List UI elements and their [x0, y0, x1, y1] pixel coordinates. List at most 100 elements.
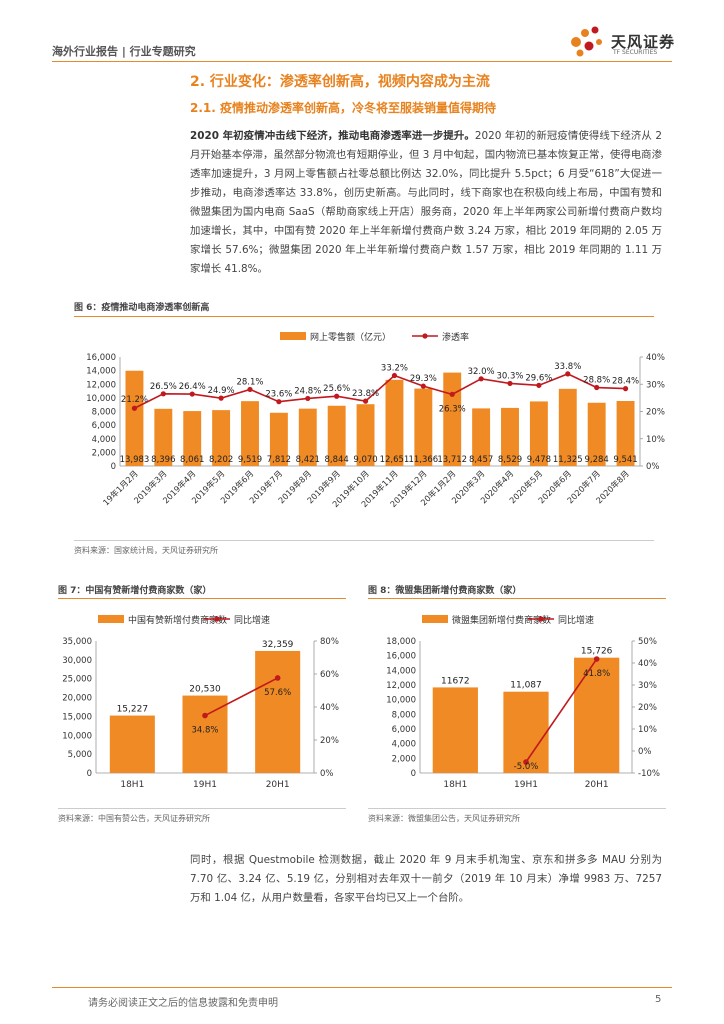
bar-value-label: 7,812	[267, 455, 291, 465]
figure-6-chart: 网上零售额（亿元） 渗透率 0 2,000 4,000 6,000 8,000 10,000 1…	[86, 331, 665, 509]
line-marker	[189, 391, 195, 397]
legend-bar-swatch	[280, 332, 306, 340]
subsection-heading: 2.1. 疫情推动渗透率创新高，冷冬将至服装销量值得期待	[190, 101, 496, 115]
line-value-label: 26.4%	[179, 382, 206, 392]
y-left-tick-label: 16,000	[386, 652, 416, 662]
line-value-label: -5.0%	[514, 762, 539, 772]
y-right-tick-label: 10%	[646, 435, 665, 445]
figure-6-divider	[74, 316, 654, 317]
logo-text: 天风证券	[611, 33, 676, 51]
bar-value-label: 15,227	[117, 705, 149, 715]
bar-value-label: 13,983	[120, 455, 150, 465]
y-right-tick-label: 0%	[320, 769, 334, 779]
legend-line-marker	[422, 333, 428, 339]
y-right-tick-label: 20%	[646, 408, 665, 418]
figure-7-chart: 中国有赞新增付费商家数 同比增速 0 5,000 10,000 15,000 20,000 2…	[62, 614, 339, 790]
header-divider	[52, 61, 672, 62]
line-marker	[247, 386, 253, 393]
bar	[529, 401, 548, 466]
bar	[472, 408, 491, 466]
bar	[269, 412, 288, 466]
line-marker	[622, 386, 629, 392]
figure-7-title: 图 7：中国有赞新增付费商家数（家）	[58, 586, 212, 596]
bar-value-label: 12,651	[380, 455, 410, 465]
bar	[616, 401, 635, 466]
line-value-label: 21.2%	[121, 395, 148, 405]
y-left-tick-label: 6,000	[92, 421, 116, 431]
line-marker	[593, 656, 600, 662]
line-value-label: 33.8%	[554, 362, 581, 372]
bar-value-label: 9,284	[584, 455, 608, 465]
line-value-label: 25.6%	[323, 384, 350, 394]
line-value-label: 30.3%	[496, 371, 523, 381]
bar	[443, 372, 462, 466]
line-value-label: 33.2%	[381, 364, 408, 374]
figure-8-divider	[368, 598, 666, 599]
line-value-label: 29.3%	[410, 374, 437, 384]
bar-value-label: 11,087	[510, 681, 542, 691]
y-left-tick-label: 0	[87, 769, 92, 779]
y-left-tick-label: 0	[411, 769, 416, 779]
x-tick-label: 18H1	[120, 780, 144, 790]
bar-value-label: 8,844	[324, 455, 348, 465]
y-left-tick-label: 8,000	[92, 408, 116, 418]
bar-value-label: 8,457	[469, 455, 493, 465]
line-marker	[565, 371, 571, 377]
y-right-tick-label: 20%	[320, 736, 339, 746]
logo-icon	[571, 26, 602, 57]
line-marker	[523, 759, 529, 765]
bar	[385, 379, 404, 466]
y-left-tick-label: 20,000	[62, 694, 92, 704]
line-marker	[131, 405, 138, 411]
bar-value-label: 8,061	[180, 455, 204, 465]
y-left-tick-label: 10,000	[386, 696, 416, 706]
line-series	[525, 658, 598, 763]
bar-value-label: 8,202	[209, 455, 233, 465]
line-marker	[478, 376, 484, 382]
line-value-label: 41.8%	[583, 669, 610, 679]
bar	[327, 405, 346, 466]
y-right-tick-label: 30%	[638, 681, 657, 691]
y-right-tick-label: 30%	[646, 380, 665, 390]
bar-value-label: 20,530	[189, 685, 221, 695]
bar	[298, 408, 317, 466]
logo-subtext: TF SECURITIES	[613, 49, 658, 56]
y-right-tick-label: 40%	[320, 703, 339, 713]
figure-7-bottom-divider	[58, 808, 346, 809]
y-left-tick-label: 18,000	[386, 637, 416, 647]
line-value-label: 24.8%	[294, 386, 321, 396]
y-left-tick-label: 2,000	[392, 754, 416, 764]
line-marker	[334, 393, 340, 399]
bar	[356, 404, 375, 466]
line-series	[204, 677, 279, 717]
paragraph-text: 2020 年初的新冠疫情使得线下经济从 2 月开始基本停滞，虽然部分物流也有短期…	[190, 130, 662, 275]
footer-divider	[52, 987, 672, 988]
y-left-tick-label: 10,000	[62, 731, 92, 741]
figure-8-source: 资料来源：微盟集团公告，天风证券研究所	[368, 814, 520, 823]
x-tick-label: 18H1	[443, 780, 467, 790]
bar	[154, 408, 173, 466]
line-marker	[276, 399, 282, 405]
y-right-tick-label: 20%	[638, 703, 657, 713]
line-marker	[507, 380, 513, 387]
section-heading: 2. 行业变化：渗透率创新高，视频内容成为主流	[190, 74, 490, 90]
y-left-tick-label: 12,000	[386, 681, 416, 691]
legend-bar-label: 网上零售额（亿元）	[310, 331, 391, 343]
y-left-tick-label: 15,000	[62, 712, 92, 722]
bar	[212, 410, 231, 466]
line-value-label: 24.9%	[208, 386, 235, 396]
bar-value-label: 8,529	[498, 455, 522, 465]
bar-value-label: 8,421	[296, 455, 320, 465]
legend-bar-label: 微盟集团新增付费商家数	[452, 614, 551, 626]
legend-line-label: 同比增速	[234, 614, 270, 626]
line-marker	[536, 382, 542, 388]
footer-disclaimer: 请务必阅读正文之后的信息披露和免责申明	[88, 998, 278, 1009]
line-value-label: 23.8%	[352, 389, 379, 399]
y-right-tick-label: 80%	[320, 637, 339, 647]
line-value-label: 26.5%	[150, 382, 177, 392]
line-marker	[449, 391, 455, 397]
line-marker	[594, 384, 600, 391]
y-left-tick-label: 10,000	[86, 394, 116, 404]
line-value-label: 28.1%	[236, 377, 263, 387]
bar-value-label: 9,541	[613, 455, 637, 465]
